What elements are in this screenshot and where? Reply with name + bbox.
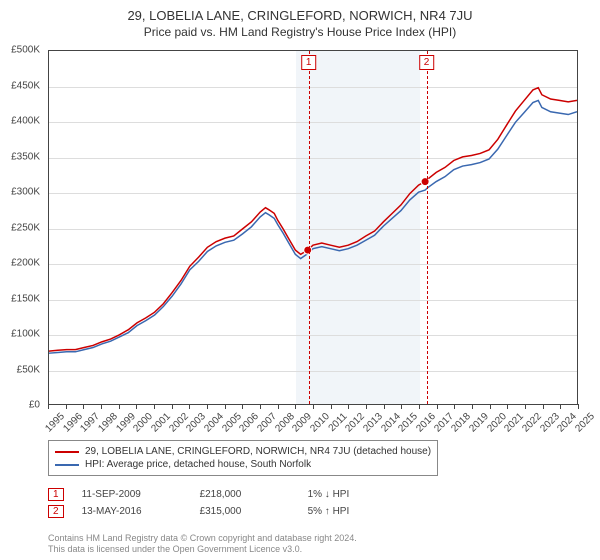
x-tick-label: 2004: [202, 411, 226, 435]
x-tick-label: 2022: [520, 411, 544, 435]
transaction-table: 1 11-SEP-2009 £218,000 1% ↓ HPI 2 13-MAY-2016…: [48, 486, 388, 520]
legend: 29, LOBELIA LANE, CRINGLEFORD, NORWICH, …: [48, 440, 438, 476]
x-tick: [419, 404, 420, 409]
transaction-idx: 2: [48, 505, 64, 518]
plot-area: 12: [48, 50, 578, 405]
x-tick: [366, 404, 367, 409]
x-tick: [507, 404, 508, 409]
x-tick: [225, 404, 226, 409]
x-tick-label: 2001: [149, 411, 173, 435]
transaction-idx: 1: [48, 488, 64, 501]
x-tick-label: 2019: [467, 411, 491, 435]
y-axis-labels: £0£50K£100K£150K£200K£250K£300K£350K£400…: [0, 50, 44, 405]
chart-title: 29, LOBELIA LANE, CRINGLEFORD, NORWICH, …: [0, 0, 600, 23]
x-tick: [437, 404, 438, 409]
x-tick: [543, 404, 544, 409]
legend-swatch-1: [55, 451, 79, 453]
x-tick: [278, 404, 279, 409]
transaction-date: 13-MAY-2016: [82, 506, 182, 517]
transaction-row: 1 11-SEP-2009 £218,000 1% ↓ HPI: [48, 486, 388, 503]
x-tick-label: 2025: [573, 411, 597, 435]
chart-svg: [49, 51, 577, 404]
y-tick-label: £350K: [11, 151, 40, 162]
x-tick: [242, 404, 243, 409]
y-tick-label: £100K: [11, 329, 40, 340]
legend-swatch-2: [55, 464, 79, 466]
x-tick: [331, 404, 332, 409]
x-tick: [48, 404, 49, 409]
x-tick: [401, 404, 402, 409]
chart-container: 29, LOBELIA LANE, CRINGLEFORD, NORWICH, …: [0, 0, 600, 560]
marker-line-2: [427, 51, 428, 404]
x-tick: [189, 404, 190, 409]
y-tick-label: £450K: [11, 80, 40, 91]
legend-label-2: HPI: Average price, detached house, Sout…: [85, 459, 311, 470]
y-tick-label: £500K: [11, 45, 40, 56]
x-tick: [384, 404, 385, 409]
transaction-price: £218,000: [200, 489, 290, 500]
x-tick: [83, 404, 84, 409]
x-tick: [172, 404, 173, 409]
y-tick-label: £150K: [11, 293, 40, 304]
x-tick-label: 1995: [43, 411, 67, 435]
transaction-price: £315,000: [200, 506, 290, 517]
legend-item-series2: HPI: Average price, detached house, Sout…: [55, 458, 431, 471]
transaction-delta: 1% ↓ HPI: [308, 489, 388, 500]
chart-subtitle: Price paid vs. HM Land Registry's House …: [0, 23, 600, 43]
x-tick: [313, 404, 314, 409]
x-tick-label: 2013: [361, 411, 385, 435]
transaction-delta: 5% ↑ HPI: [308, 506, 388, 517]
series-price: [49, 88, 577, 351]
y-tick-label: £50K: [17, 364, 40, 375]
footnote-line1: Contains HM Land Registry data © Crown c…: [48, 533, 357, 545]
x-tick: [260, 404, 261, 409]
x-tick: [472, 404, 473, 409]
x-tick: [154, 404, 155, 409]
footnote-line2: This data is licensed under the Open Gov…: [48, 544, 357, 556]
x-axis-labels: 1995199619971998199920002001200220032004…: [48, 405, 578, 435]
marker-label-1: 1: [301, 55, 317, 70]
y-tick-label: £300K: [11, 187, 40, 198]
x-tick: [348, 404, 349, 409]
x-tick: [454, 404, 455, 409]
y-tick-label: £0: [29, 400, 40, 411]
x-tick: [207, 404, 208, 409]
x-tick: [560, 404, 561, 409]
legend-label-1: 29, LOBELIA LANE, CRINGLEFORD, NORWICH, …: [85, 446, 431, 457]
x-tick: [295, 404, 296, 409]
y-tick-label: £200K: [11, 258, 40, 269]
marker-dot-2: [421, 178, 429, 186]
y-tick-label: £250K: [11, 222, 40, 233]
x-tick-label: 2007: [255, 411, 279, 435]
footnote: Contains HM Land Registry data © Crown c…: [48, 533, 357, 556]
marker-label-2: 2: [419, 55, 435, 70]
transaction-row: 2 13-MAY-2016 £315,000 5% ↑ HPI: [48, 503, 388, 520]
x-tick: [136, 404, 137, 409]
y-tick-label: £400K: [11, 116, 40, 127]
legend-item-series1: 29, LOBELIA LANE, CRINGLEFORD, NORWICH, …: [55, 445, 431, 458]
x-tick: [578, 404, 579, 409]
marker-line-1: [309, 51, 310, 404]
x-tick: [66, 404, 67, 409]
transaction-date: 11-SEP-2009: [82, 489, 182, 500]
x-tick-label: 2016: [414, 411, 438, 435]
x-tick: [525, 404, 526, 409]
x-tick-label: 1998: [96, 411, 120, 435]
x-tick: [490, 404, 491, 409]
x-tick: [119, 404, 120, 409]
x-tick: [101, 404, 102, 409]
